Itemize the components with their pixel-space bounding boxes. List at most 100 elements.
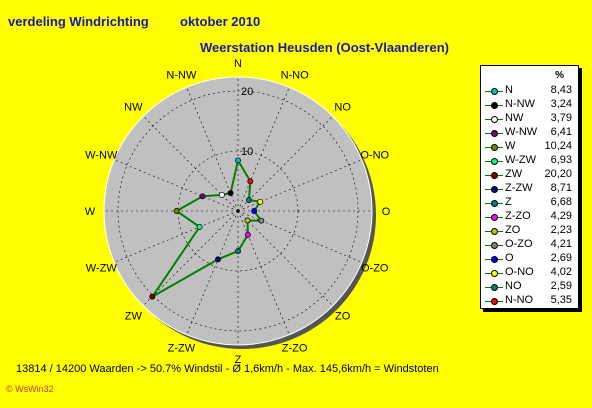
legend-direction: ZW <box>505 168 523 180</box>
legend-marker <box>491 298 498 305</box>
legend-marker <box>491 214 498 221</box>
legend-marker <box>491 186 498 193</box>
legend-direction: O-NO <box>505 266 534 278</box>
legend-marker <box>491 284 498 291</box>
grid-spoke <box>237 210 290 335</box>
grid-spoke <box>186 210 239 335</box>
legend-item: NO 2,59 <box>481 280 578 294</box>
legend-marker <box>491 102 498 109</box>
data-point <box>246 197 252 203</box>
data-point <box>199 193 206 200</box>
legend-item: O-NO 4,02 <box>481 266 578 280</box>
legend-item: W-NW 6,41 <box>481 126 578 140</box>
legend-direction: W-NW <box>505 126 538 138</box>
legend-value: 3,79 <box>550 112 572 124</box>
legend-item: ZO 2,23 <box>481 224 578 238</box>
chart-month: oktober 2010 <box>180 14 261 29</box>
legend-direction: ZO <box>505 224 521 236</box>
legend-value: 8,71 <box>550 182 572 194</box>
legend-direction: W-ZW <box>505 154 536 166</box>
legend-item: W-ZW 6,93 <box>481 154 578 168</box>
legend-value: 2,59 <box>550 280 572 292</box>
compass-label: W-NW <box>85 149 118 161</box>
data-point <box>251 208 258 214</box>
legend-direction: O <box>505 252 514 264</box>
data-point <box>235 157 241 164</box>
legend-marker <box>491 270 498 277</box>
legend-value: 4,29 <box>550 210 572 222</box>
legend-marker <box>491 200 498 207</box>
compass-label: O-ZO <box>361 263 389 275</box>
data-point <box>227 190 234 196</box>
grid-spoke <box>143 116 239 212</box>
legend-value: 3,24 <box>550 98 572 110</box>
data-point <box>244 217 251 224</box>
legend-value: 2,69 <box>550 252 572 264</box>
grid-spoke <box>237 159 362 212</box>
data-point <box>235 248 241 255</box>
legend-value: 10,24 <box>544 140 572 152</box>
legend-direction: Z <box>505 196 512 208</box>
compass-label: N-NO <box>281 69 310 81</box>
compass-label: O <box>382 206 391 218</box>
legend-marker <box>491 242 498 249</box>
data-point <box>196 223 203 230</box>
legend-direction: N-NW <box>505 98 535 110</box>
ring-label: 10 <box>241 146 253 158</box>
compass-label: Z-ZW <box>168 343 196 355</box>
legend-item: ZW 20,20 <box>481 168 578 182</box>
compass-label: ZO <box>335 311 351 323</box>
legend-direction: Z-ZO <box>505 210 531 222</box>
compass-label: W <box>85 206 96 218</box>
data-point <box>218 191 225 198</box>
grid-spoke <box>114 159 239 212</box>
legend-direction: Z-ZW <box>505 182 533 194</box>
legend-marker <box>491 158 498 165</box>
legend-direction: NW <box>505 112 524 124</box>
legend-value: 5,35 <box>550 294 572 306</box>
legend-marker <box>491 88 498 95</box>
grid-spoke <box>143 210 239 306</box>
chart-title: verdeling Windrichting <box>8 14 149 29</box>
data-point <box>257 198 264 205</box>
data-point <box>258 217 265 224</box>
legend-marker <box>491 172 498 179</box>
legend-value: 20,20 <box>544 168 572 180</box>
legend-box: % N 8,43 N-NW 3,24 NW 3,79 W-NW 6,41 W 10,24 W-ZW 6… <box>480 65 579 309</box>
legend-item: Z-ZW 8,71 <box>481 182 578 196</box>
legend-value: 6,93 <box>550 154 572 166</box>
data-point <box>215 256 221 263</box>
data-point <box>173 208 180 214</box>
legend-direction: NO <box>505 280 522 292</box>
data-point <box>244 231 251 238</box>
legend-marker <box>491 228 498 235</box>
legend-value: 4,02 <box>550 266 572 278</box>
legend-marker <box>491 144 498 151</box>
compass-label: NO <box>334 101 351 113</box>
legend-unit: % <box>555 70 564 81</box>
legend-value: 2,23 <box>550 224 572 236</box>
credit-label: © WsWin32 <box>6 384 54 394</box>
grid-spoke <box>237 87 290 212</box>
compass-label: O-NO <box>360 149 389 161</box>
legend-direction: W <box>505 140 516 152</box>
legend-value: 8,43 <box>550 84 572 96</box>
legend-item: NW 3,79 <box>481 112 578 126</box>
legend-item: N-NO 5,35 <box>481 294 578 308</box>
compass-label: Z <box>235 354 242 366</box>
legend-item: O 2,69 <box>481 252 578 266</box>
compass-label: ZW <box>125 311 143 323</box>
legend-item: O-ZO 4,21 <box>481 238 578 252</box>
legend-item: Z-ZO 4,29 <box>481 210 578 224</box>
legend-item: N 8,43 <box>481 84 578 98</box>
legend-marker <box>491 256 498 263</box>
legend-value: 4,21 <box>550 238 572 250</box>
legend-item: W 10,24 <box>481 140 578 154</box>
compass-label: NW <box>124 101 143 113</box>
ring-label: 20 <box>241 86 253 98</box>
compass-label: N-NW <box>166 69 197 81</box>
footer-stats: 13814 / 14200 Waarden -> 50.7% Windstil … <box>16 363 439 375</box>
chart-subtitle: Weerstation Heusden (Oost-Vlaanderen) <box>200 40 449 55</box>
